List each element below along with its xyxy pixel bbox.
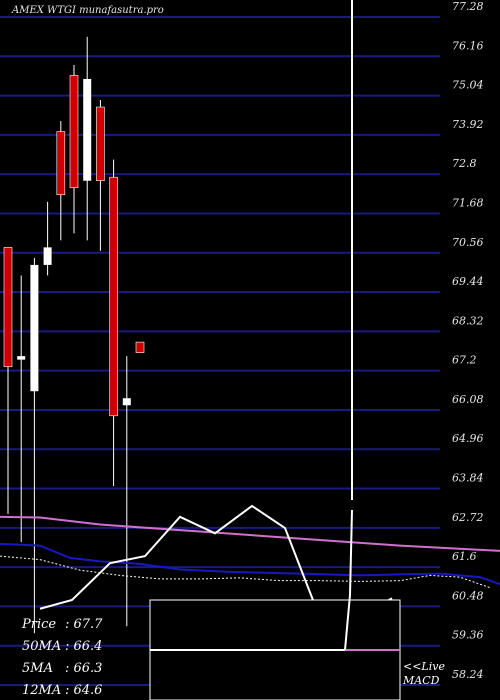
y-tick-label: 60.48	[452, 589, 484, 602]
stat-label: 5MA	[22, 661, 53, 676]
y-tick-label: 64.96	[452, 432, 484, 445]
candle-body	[3, 247, 13, 367]
price-gridlines	[0, 16, 440, 686]
candle-body	[135, 341, 145, 353]
stat-value: : 67.7	[65, 617, 103, 632]
macd-spike-line	[344, 509, 353, 651]
y-tick-label: 61.6	[452, 550, 477, 563]
candle	[83, 36, 92, 241]
candle-body	[43, 247, 52, 265]
candle-body	[96, 106, 105, 182]
candle-body	[83, 78, 92, 181]
candle	[43, 201, 52, 276]
chart-title: AMEX WTGI munafasutra.pro	[11, 5, 164, 16]
candle	[122, 356, 131, 627]
candle	[56, 121, 66, 241]
stat-value: : 66.3	[65, 661, 102, 676]
y-tick-label: 63.84	[452, 472, 484, 485]
series-line	[0, 515, 500, 552]
y-tick-label: 72.8	[452, 157, 477, 170]
y-tick-label: 66.08	[452, 393, 484, 406]
candle	[96, 100, 105, 251]
macd-panel: <<Live MACD	[149, 509, 445, 700]
y-tick-label: 70.56	[452, 236, 484, 249]
stats-block: Price : 67.7 50MA : 66.4 5MA : 66.3 12MA : 64.6	[21, 617, 103, 698]
stat-label: 50MA	[22, 639, 61, 654]
series-line	[0, 555, 491, 589]
series-line	[0, 542, 500, 586]
stat-value: : 64.6	[65, 683, 102, 698]
y-tick-label: 68.32	[452, 314, 484, 327]
candle-body	[122, 398, 131, 406]
candle-body	[17, 356, 26, 360]
y-tick-label: 58.24	[452, 668, 484, 681]
moving-average-lines	[0, 0, 500, 610]
y-tick-label: 71.68	[452, 196, 484, 209]
stat-label: Price	[21, 617, 56, 632]
y-tick-label: 69.44	[452, 275, 484, 288]
candle	[109, 159, 118, 486]
candle-body	[56, 131, 66, 196]
candlesticks	[3, 36, 145, 634]
y-tick-label: 62.72	[452, 511, 484, 524]
y-tick-label: 73.92	[452, 118, 484, 131]
macd-label: <<Live MACD	[402, 660, 445, 687]
candle	[69, 64, 79, 234]
y-tick-label: 76.16	[452, 39, 484, 52]
y-tick-label: 75.04	[452, 79, 484, 92]
candle	[3, 247, 13, 515]
y-tick-label: 59.36	[452, 629, 484, 642]
candle	[135, 341, 145, 353]
candle	[30, 257, 39, 634]
series-line	[39, 504, 316, 610]
price-axis: 77.28 76.16 75.04 73.92 72.8 71.68 70.56 69.44 6…	[452, 0, 484, 681]
stat-value: : 66.4	[65, 639, 102, 654]
stat-label: 12MA	[22, 683, 61, 698]
candle-body	[109, 176, 118, 417]
candle	[17, 275, 26, 543]
y-tick-label: 67.2	[452, 354, 477, 367]
y-tick-label: 77.28	[452, 0, 484, 13]
candle-body	[30, 264, 39, 392]
candle-body	[69, 75, 79, 189]
